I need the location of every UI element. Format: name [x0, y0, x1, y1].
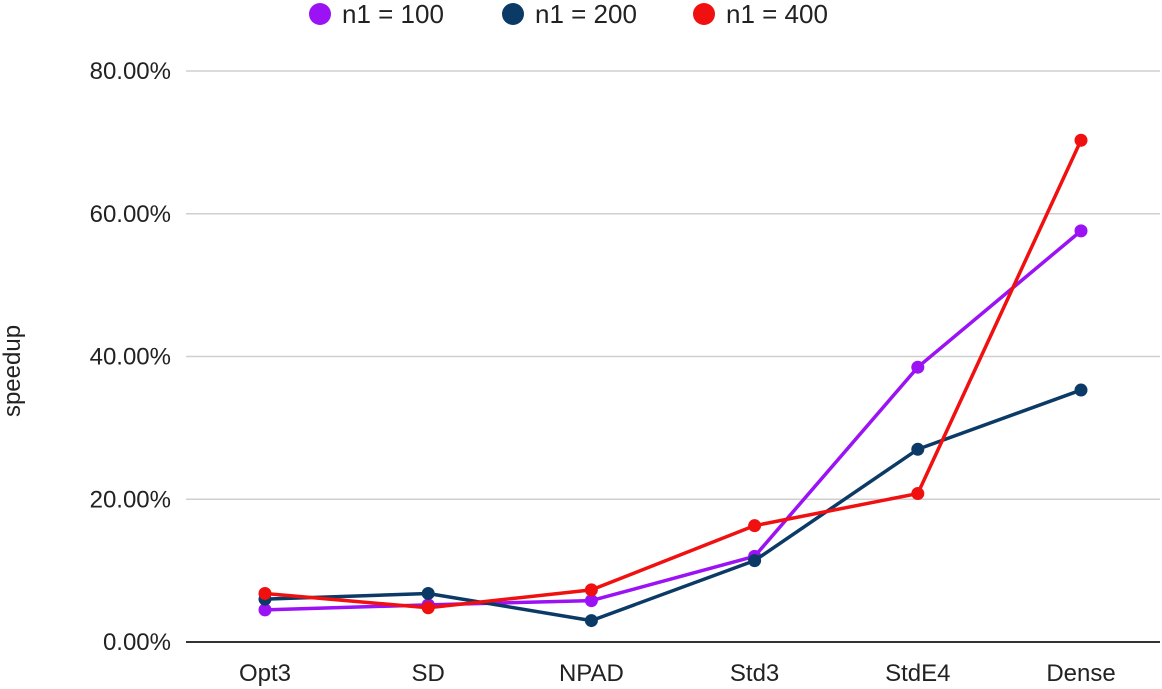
series-3	[258, 133, 1088, 615]
x-tick-label: Std3	[730, 660, 779, 687]
legend-label: n1 = 200	[535, 0, 637, 29]
data-point	[748, 519, 762, 533]
legend-item: n1 = 100	[309, 0, 444, 29]
data-point	[748, 554, 762, 568]
legend-item: n1 = 400	[693, 0, 828, 29]
y-axis-ticks: 0.00% 20.00% 40.00% 60.00% 80.00%	[90, 58, 171, 656]
series-line	[263, 388, 1083, 623]
data-point	[911, 442, 925, 456]
legend-label: n1 = 100	[342, 0, 444, 29]
legend-marker-icon	[309, 3, 331, 25]
y-tick-label: 60.00%	[90, 201, 171, 228]
legend-marker-icon	[693, 3, 715, 25]
series-line	[263, 229, 1083, 612]
y-tick-label: 40.00%	[90, 344, 171, 371]
data-point	[1074, 383, 1088, 397]
y-tick-label: 0.00%	[103, 629, 171, 656]
data-point	[911, 487, 925, 501]
x-axis-ticks: Opt3 SD NPAD Std3 StdE4 Dense	[239, 660, 1116, 687]
series-line	[263, 138, 1083, 610]
x-tick-label: SD	[412, 660, 445, 687]
x-tick-label: StdE4	[885, 660, 950, 687]
data-point	[421, 601, 435, 615]
y-tick-label: 20.00%	[90, 486, 171, 513]
legend-item: n1 = 200	[502, 0, 637, 29]
y-tick-label: 80.00%	[90, 58, 171, 85]
legend-label: n1 = 400	[726, 0, 828, 29]
data-point	[584, 583, 598, 597]
plot-area	[258, 133, 1088, 628]
grid	[186, 70, 1160, 643]
x-tick-label: NPAD	[559, 660, 624, 687]
data-point	[1074, 133, 1088, 147]
legend-marker-icon	[502, 3, 524, 25]
data-point	[1074, 224, 1088, 238]
series-2	[258, 383, 1088, 628]
x-tick-label: Dense	[1046, 660, 1115, 687]
data-point	[258, 603, 272, 617]
data-point	[911, 360, 925, 374]
x-tick-label: Opt3	[239, 660, 291, 687]
data-point	[584, 594, 598, 608]
y-axis-title: speedup	[0, 325, 26, 417]
data-point	[421, 586, 435, 600]
data-point	[258, 586, 272, 600]
legend: n1 = 100 n1 = 200 n1 = 400	[309, 0, 828, 29]
data-point	[584, 614, 598, 628]
